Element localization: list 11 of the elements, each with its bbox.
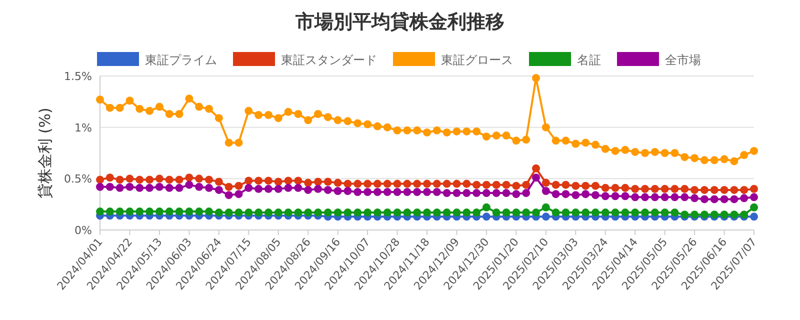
- y-tick-label: 1%: [74, 121, 92, 134]
- legend-label: 全市場: [665, 53, 701, 67]
- chart-title: 市場別平均貸株金利推移: [294, 11, 504, 33]
- y-tick-label: 0%: [74, 224, 92, 237]
- legend-label: 名証: [577, 53, 601, 67]
- legend-label: 東証プライム: [145, 53, 217, 67]
- y-tick-label: 0.5%: [64, 172, 92, 186]
- legend-label: 東証スタンダード: [281, 53, 377, 67]
- y-tick-label: 1.5%: [64, 70, 92, 83]
- legend-label: 東証グロース: [441, 53, 513, 67]
- y-axis-title: 貸株金利 (%): [36, 108, 54, 198]
